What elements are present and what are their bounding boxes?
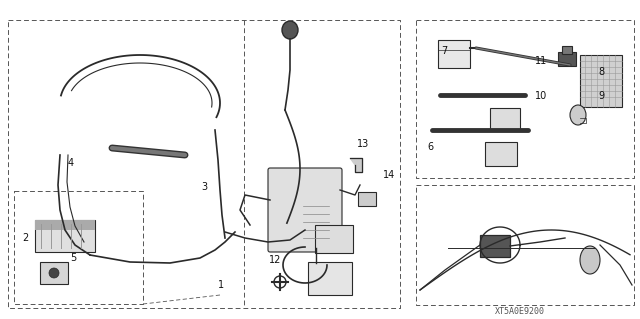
Bar — [558, 52, 576, 66]
Bar — [40, 262, 68, 284]
Ellipse shape — [282, 21, 298, 39]
Text: 13: 13 — [356, 139, 369, 149]
Text: 12: 12 — [269, 255, 282, 265]
Text: 7: 7 — [442, 46, 448, 56]
Text: 14: 14 — [383, 170, 396, 181]
Text: 4: 4 — [67, 158, 74, 168]
Text: XT5A0E9200: XT5A0E9200 — [495, 308, 545, 316]
Bar — [562, 46, 572, 54]
Bar — [35, 220, 95, 230]
Bar — [490, 108, 520, 130]
Bar — [438, 40, 470, 68]
Bar — [480, 235, 510, 257]
Bar — [308, 262, 352, 295]
Text: 9: 9 — [598, 91, 605, 101]
Polygon shape — [350, 158, 362, 172]
Bar — [485, 142, 517, 166]
Bar — [35, 220, 95, 252]
Bar — [300, 198, 332, 248]
Text: 10: 10 — [534, 91, 547, 101]
Bar — [315, 225, 353, 253]
FancyBboxPatch shape — [268, 168, 342, 252]
Text: 1: 1 — [218, 279, 224, 290]
Text: 11: 11 — [534, 56, 547, 66]
Text: 3: 3 — [202, 182, 208, 192]
Ellipse shape — [570, 105, 586, 125]
Text: 6: 6 — [427, 142, 433, 152]
Ellipse shape — [312, 263, 320, 273]
Text: 5: 5 — [70, 253, 77, 263]
Circle shape — [49, 268, 59, 278]
Text: 2: 2 — [22, 233, 29, 243]
Bar — [580, 55, 622, 107]
Text: 8: 8 — [598, 67, 605, 77]
Ellipse shape — [580, 246, 600, 274]
Bar — [358, 192, 376, 206]
